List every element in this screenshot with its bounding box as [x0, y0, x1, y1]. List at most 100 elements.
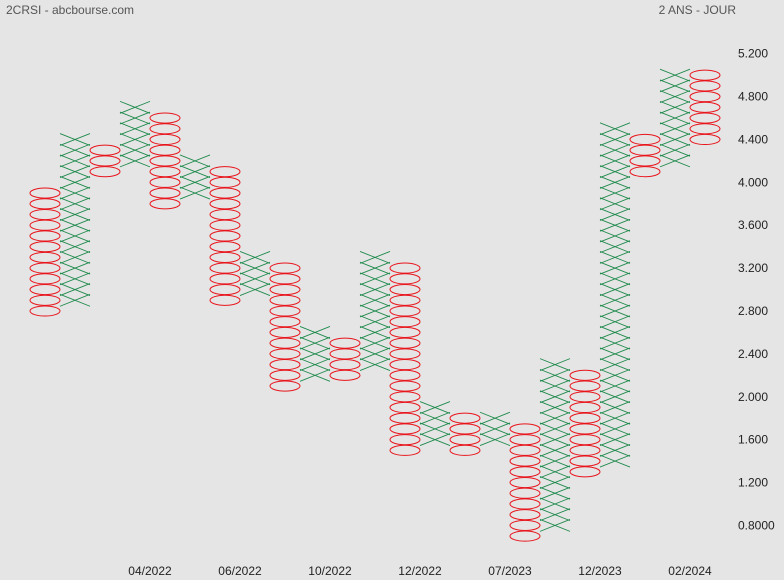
- x-mark: [419, 401, 451, 414]
- x-mark: [599, 326, 631, 339]
- x-mark: [599, 293, 631, 307]
- o-mark: [149, 144, 181, 156]
- y-tick-label: 4.400: [738, 132, 768, 146]
- pnf-column-9: [299, 326, 331, 382]
- x-mark: [599, 283, 631, 296]
- o-mark: [689, 112, 721, 124]
- o-mark: [149, 166, 181, 178]
- x-mark: [479, 433, 511, 447]
- x-mark: [599, 186, 631, 200]
- x-mark: [359, 293, 391, 307]
- x-mark: [119, 133, 151, 146]
- pnf-column-3: [119, 100, 151, 168]
- o-mark: [569, 423, 601, 435]
- pnf-column-10: [329, 337, 361, 381]
- x-mark: [299, 358, 331, 371]
- o-mark: [509, 487, 541, 499]
- x-mark: [599, 229, 631, 243]
- x-mark: [599, 261, 631, 275]
- o-mark: [389, 294, 421, 306]
- x-mark: [359, 272, 391, 286]
- o-mark: [509, 519, 541, 531]
- o-mark: [449, 434, 481, 446]
- o-mark: [329, 337, 361, 349]
- x-mark: [59, 165, 91, 179]
- o-mark: [29, 230, 61, 242]
- chart-source-title: 2CRSI - abcbourse.com: [6, 3, 134, 17]
- pnf-column-22: [689, 69, 721, 146]
- x-mark: [599, 443, 631, 457]
- o-mark: [209, 262, 241, 274]
- o-mark: [389, 316, 421, 328]
- x-mark: [419, 433, 451, 447]
- x-mark: [59, 261, 91, 275]
- x-axis: 04/2022 06/2022 10/2022 12/2022 07/2023 12/20…: [128, 564, 712, 578]
- x-mark: [179, 186, 211, 200]
- o-mark: [509, 466, 541, 478]
- o-mark: [29, 251, 61, 263]
- o-mark: [209, 251, 241, 263]
- x-mark: [359, 261, 391, 275]
- o-mark: [569, 466, 601, 478]
- x-mark: [539, 443, 571, 457]
- o-mark: [29, 284, 61, 296]
- x-mark: [599, 454, 631, 468]
- x-mark: [599, 379, 631, 393]
- pnf-column-16: [509, 423, 541, 542]
- o-mark: [29, 305, 61, 317]
- o-mark: [209, 208, 241, 221]
- o-mark: [509, 530, 541, 542]
- x-mark: [239, 261, 271, 275]
- o-mark: [689, 101, 721, 113]
- x-mark: [299, 336, 331, 350]
- x-mark: [299, 326, 331, 339]
- pnf-column-18: [569, 369, 601, 478]
- pnf-column-12: [389, 262, 421, 456]
- x-mark: [599, 240, 631, 254]
- x-mark: [599, 347, 631, 361]
- o-mark: [629, 144, 661, 156]
- pnf-marks: [29, 68, 721, 542]
- o-mark: [569, 444, 601, 456]
- o-mark: [569, 434, 601, 446]
- x-mark: [59, 197, 91, 211]
- x-mark: [539, 486, 571, 500]
- o-mark: [269, 380, 301, 392]
- x-mark: [659, 133, 691, 146]
- x-mark: [599, 315, 631, 329]
- pnf-column-11: [359, 251, 391, 371]
- o-mark: [209, 176, 241, 188]
- pnf-column-14: [449, 412, 481, 456]
- x-mark: [59, 186, 91, 200]
- x-tick-label: 06/2022: [218, 564, 262, 578]
- o-mark: [509, 509, 541, 521]
- o-mark: [269, 305, 301, 317]
- o-mark: [329, 369, 361, 381]
- x-mark: [239, 283, 271, 296]
- pnf-column-4: [149, 112, 181, 210]
- x-mark: [479, 411, 511, 425]
- o-mark: [89, 166, 121, 178]
- x-mark: [539, 358, 571, 371]
- x-mark: [239, 272, 271, 286]
- pnf-column-21: [659, 68, 691, 168]
- o-mark: [269, 326, 301, 339]
- x-mark: [659, 100, 691, 114]
- o-mark: [569, 412, 601, 424]
- o-mark: [689, 91, 721, 103]
- x-mark: [599, 218, 631, 232]
- o-mark: [149, 187, 181, 199]
- o-mark: [209, 273, 241, 285]
- pnf-column-1: [59, 133, 91, 307]
- o-mark: [449, 444, 481, 456]
- o-mark: [509, 476, 541, 489]
- o-mark: [269, 262, 301, 274]
- y-tick-label: 3.200: [738, 261, 768, 275]
- o-mark: [509, 455, 541, 467]
- o-mark: [509, 444, 541, 456]
- x-mark: [359, 283, 391, 296]
- o-mark: [389, 359, 421, 371]
- x-mark: [659, 68, 691, 82]
- x-mark: [539, 433, 571, 447]
